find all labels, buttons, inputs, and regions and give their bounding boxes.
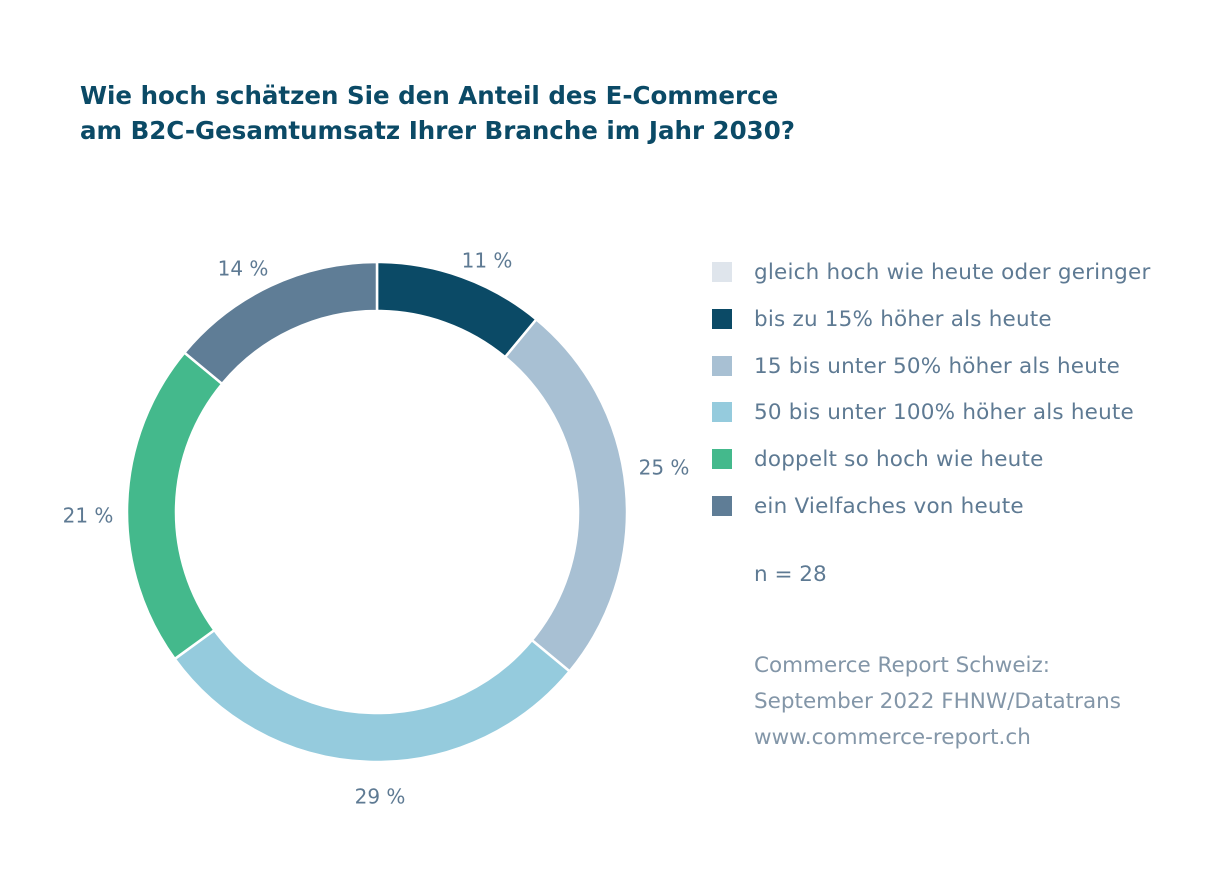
donut-slice-4: [172, 628, 572, 764]
legend-swatch: [712, 496, 732, 516]
slice-value-label-4: 29 %: [355, 785, 406, 809]
legend-item-50-100: 50 bis unter 100% höher als heute: [712, 392, 1134, 432]
slice-value-label-5: 21 %: [63, 504, 114, 528]
legend-label: doppelt so hoch wie heute: [754, 446, 1044, 472]
legend-label: bis zu 15% höher als heute: [754, 306, 1052, 332]
legend-swatch: [712, 309, 732, 329]
legend-item-gleich: gleich hoch wie heute oder geringer: [712, 252, 1151, 292]
slice-value-label-3: 25 %: [639, 456, 690, 480]
legend-item-vielfaches: ein Vielfaches von heute: [712, 486, 1024, 526]
legend-label: ein Vielfaches von heute: [754, 493, 1024, 519]
source-line-1: Commerce Report Schweiz:: [754, 653, 1051, 678]
donut-value-labels: 11 % 25 % 29 % 21 % 14 %: [63, 249, 690, 809]
legend-swatch: [712, 262, 732, 282]
legend-label: 15 bis unter 50% höher als heute: [754, 353, 1121, 379]
source-line-2: September 2022 FHNW/Datatrans: [754, 689, 1121, 714]
source-line-3: www.commerce-report.ch: [754, 725, 1031, 750]
donut-slice-5: [125, 350, 224, 661]
slice-value-label-2: 11 %: [462, 249, 513, 273]
legend-item-15-50: 15 bis unter 50% höher als heute: [712, 346, 1120, 386]
donut-slices: [125, 260, 629, 764]
legend-label: gleich hoch wie heute oder geringer: [754, 259, 1151, 285]
legend-swatch: [712, 449, 732, 469]
chart-title: Wie hoch schätzen Sie den Anteil des E-C…: [80, 78, 795, 148]
chart-title-line-2: am B2C-Gesamtumsatz Ihrer Branche im Jah…: [80, 116, 795, 145]
chart-title-line-1: Wie hoch schätzen Sie den Anteil des E-C…: [80, 81, 779, 110]
legend-label: 50 bis unter 100% höher als heute: [754, 399, 1134, 425]
legend-item-doppelt: doppelt so hoch wie heute: [712, 439, 1044, 479]
legend-swatch: [712, 402, 732, 422]
slice-value-label-6: 14 %: [218, 257, 269, 281]
sample-size: n = 28: [754, 562, 827, 587]
donut-slice-6: [182, 260, 379, 386]
donut-slice-3: [503, 317, 629, 674]
source-note: Commerce Report Schweiz: September 2022 …: [754, 648, 1121, 756]
donut-slice-2: [375, 260, 539, 359]
legend-item-bis-15: bis zu 15% höher als heute: [712, 299, 1052, 339]
legend-swatch: [712, 356, 732, 376]
